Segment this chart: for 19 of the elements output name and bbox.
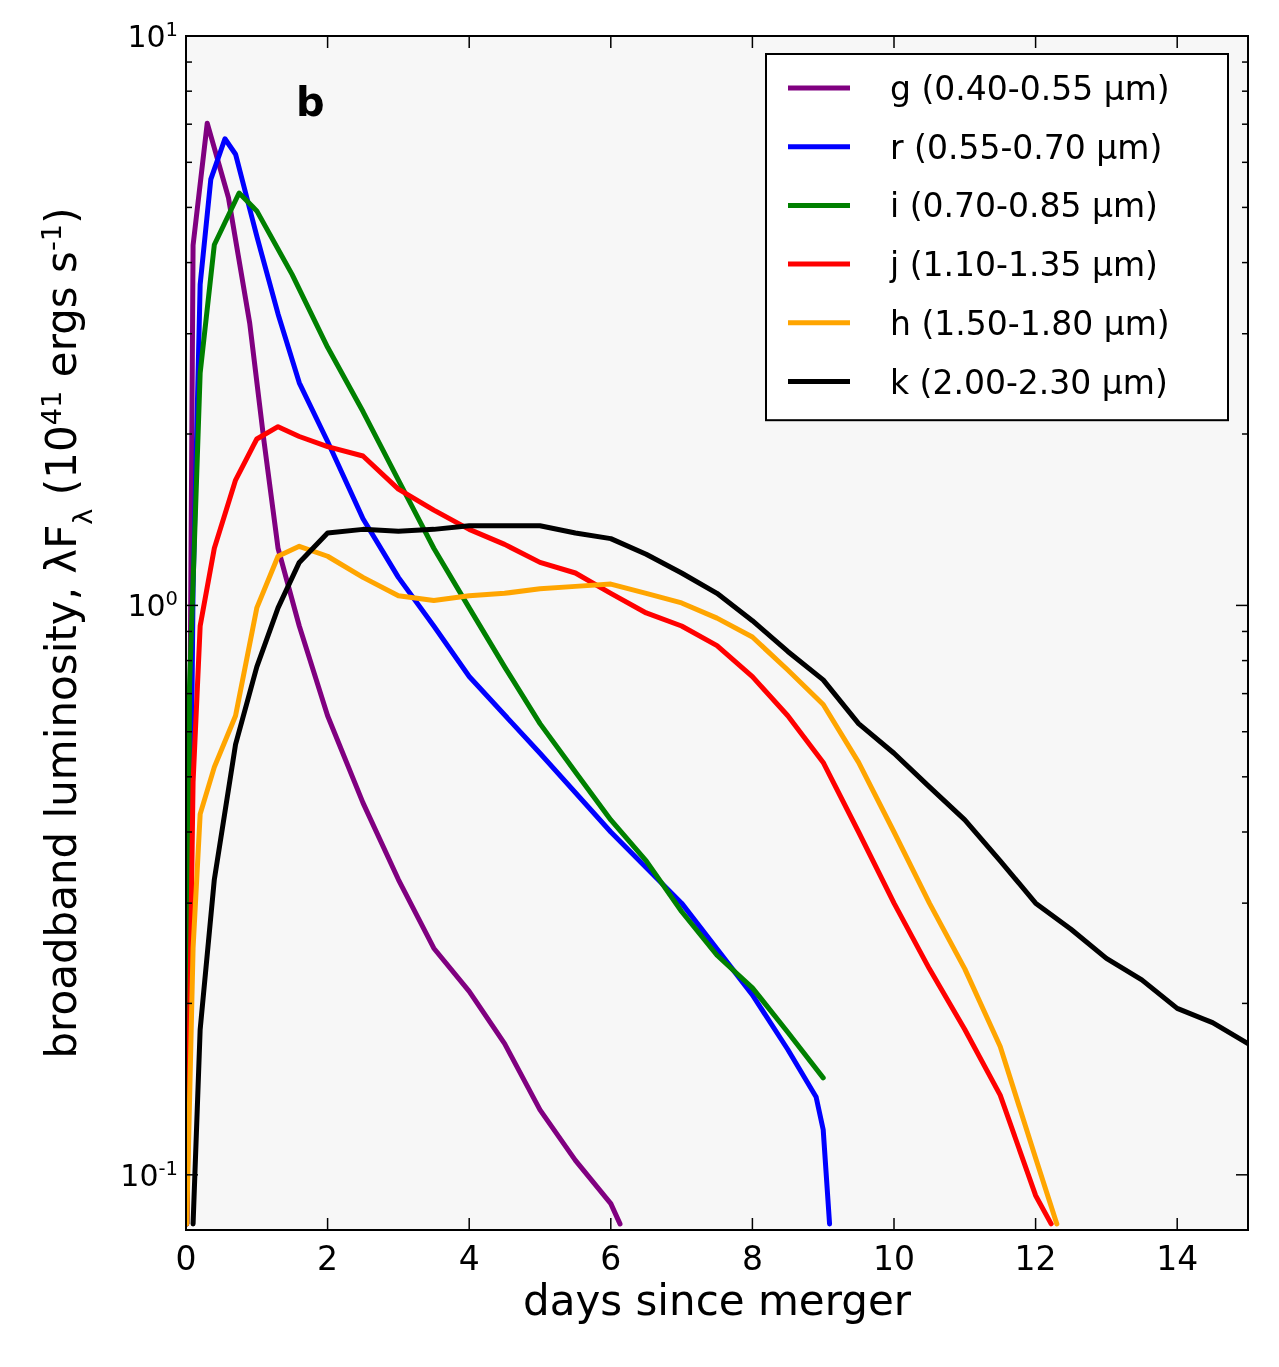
x-tick-label: 4 bbox=[458, 1239, 480, 1278]
x-tick-label: 14 bbox=[1156, 1239, 1199, 1278]
y-tick-label: 10$^{1}$ bbox=[127, 17, 178, 54]
legend-label: r (0.55-0.70 μm) bbox=[890, 127, 1163, 167]
legend-label: i (0.70-0.85 μm) bbox=[890, 186, 1158, 226]
legend-label: j (1.10-1.35 μm) bbox=[889, 245, 1158, 285]
x-tick-label: 8 bbox=[741, 1239, 763, 1278]
legend-label: k (2.00-2.30 μm) bbox=[890, 362, 1168, 402]
y-tick-label: 10$^{0}$ bbox=[127, 586, 178, 624]
y-tick-label: 10$^{-1}$ bbox=[120, 1156, 178, 1193]
x-tick-label: 2 bbox=[317, 1239, 339, 1278]
x-tick-label: 10 bbox=[873, 1239, 915, 1278]
legend-label: g (0.40-0.55 μm) bbox=[890, 69, 1170, 108]
x-axis-title: days since merger bbox=[523, 1276, 912, 1325]
x-tick-label: 0 bbox=[175, 1239, 197, 1278]
legend-label: h (1.50-1.80 μm) bbox=[890, 303, 1170, 343]
x-tick-label: 12 bbox=[1014, 1239, 1057, 1278]
annotation: b bbox=[296, 79, 325, 125]
x-tick-label: 6 bbox=[600, 1239, 622, 1278]
